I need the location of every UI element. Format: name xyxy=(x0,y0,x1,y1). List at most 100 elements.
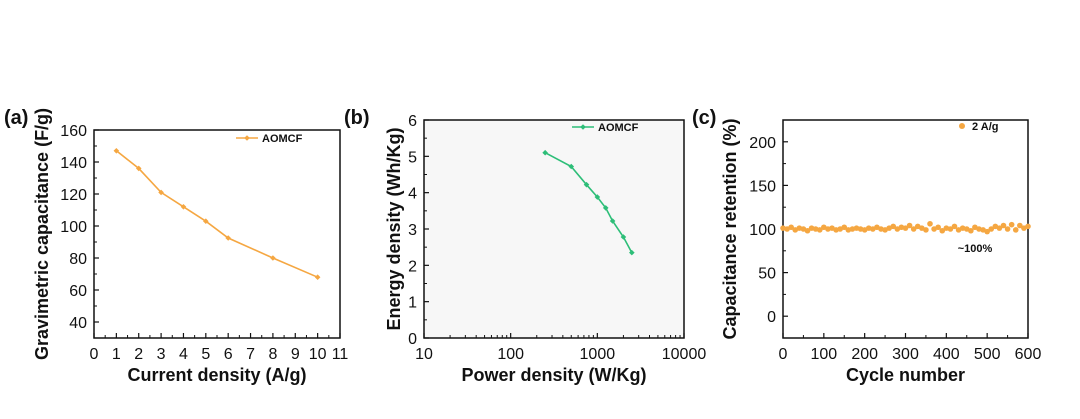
x-tick-label: 600 xyxy=(1015,346,1042,363)
plot-frame xyxy=(423,119,685,339)
data-point xyxy=(620,234,627,240)
data-point xyxy=(1017,222,1023,229)
x-tick-label: 7 xyxy=(246,346,255,363)
y-tick-label: 100 xyxy=(749,222,776,239)
data-point xyxy=(203,218,209,224)
data-point xyxy=(996,225,1003,231)
data-point xyxy=(902,225,909,231)
x-axis-title: Current density (A/g) xyxy=(127,365,306,385)
panel-label: (c) xyxy=(692,107,716,129)
x-tick-label: 300 xyxy=(892,346,919,363)
panel-label: (b) xyxy=(344,107,370,129)
data-point xyxy=(816,227,823,233)
data-point xyxy=(927,220,933,227)
x-tick-label: 100 xyxy=(497,346,524,363)
x-tick-label: 200 xyxy=(851,346,878,363)
x-tick-label: 5 xyxy=(201,346,210,363)
y-tick-label: 50 xyxy=(758,266,776,283)
data-point xyxy=(951,223,958,230)
data-point xyxy=(906,222,913,229)
data-point xyxy=(988,226,995,232)
y-tick-label: 2 xyxy=(408,258,417,275)
legend-marker xyxy=(959,123,965,129)
x-axis-title: Cycle number xyxy=(846,365,965,385)
y-axis-title: Gravimetric capacitance (F/g) xyxy=(32,108,52,360)
y-tick-label: 60 xyxy=(69,283,87,300)
x-tick-label: 3 xyxy=(157,346,166,363)
y-tick-label: 6 xyxy=(408,113,417,130)
legend: 2 A/g xyxy=(959,121,999,133)
y-axis-title: Energy density (Wh/Kg) xyxy=(384,127,404,330)
data-point xyxy=(270,255,276,261)
legend: AOMCF xyxy=(236,133,303,145)
x-tick-label: 1 xyxy=(112,346,121,363)
y-tick-label: 200 xyxy=(749,135,776,152)
plot-area xyxy=(424,120,684,338)
x-tick-label: 1000 xyxy=(580,346,616,363)
x-tick-label: 9 xyxy=(291,346,300,363)
x-tick-label: 11 xyxy=(332,346,349,363)
y-tick-label: 160 xyxy=(60,123,87,140)
panel-label: (a) xyxy=(4,107,28,129)
legend-marker xyxy=(580,124,586,130)
data-point xyxy=(594,194,601,200)
x-tick-label: 0 xyxy=(779,346,788,363)
data-point xyxy=(568,163,575,170)
x-tick-label: 400 xyxy=(933,346,960,363)
x-tick-label: 10 xyxy=(415,346,433,363)
data-point xyxy=(225,235,231,241)
data-point xyxy=(841,224,848,231)
y-tick-label: 4 xyxy=(408,186,417,203)
data-point xyxy=(923,227,929,233)
y-tick-label: 5 xyxy=(408,149,417,166)
data-point xyxy=(180,204,187,210)
data-point xyxy=(1004,226,1011,232)
y-axis-title: Capacitance retention (%) xyxy=(720,118,740,339)
y-tick-label: 3 xyxy=(408,222,417,239)
data-point xyxy=(939,227,946,234)
legend-marker xyxy=(244,135,250,141)
data-point xyxy=(935,224,941,231)
x-tick-label: 2 xyxy=(134,346,143,363)
data-point xyxy=(1000,222,1007,229)
data-point xyxy=(968,227,974,234)
x-tick-label: 500 xyxy=(974,346,1001,363)
data-point xyxy=(113,148,120,154)
y-tick-label: 80 xyxy=(69,251,87,268)
data-point xyxy=(984,228,990,235)
x-tick-label: 0 xyxy=(90,346,99,363)
data-point xyxy=(947,226,954,232)
annotation: ~100% xyxy=(958,243,993,255)
data-point xyxy=(135,165,142,172)
y-tick-label: 120 xyxy=(60,187,87,204)
x-tick-label: 8 xyxy=(268,346,277,363)
x-tick-label: 10000 xyxy=(662,346,707,363)
plot-frame xyxy=(93,129,341,339)
chart-panel-3: (c) 0 100 200 300 400 500 600 0 50 100 150 200 Cycle … xyxy=(692,107,1041,385)
series-line xyxy=(115,150,318,278)
data-point xyxy=(1008,221,1015,228)
data-point xyxy=(804,227,811,234)
chart-panel-2: (b) 10 100 1000 10000 0 1 2 3 4 5 6 Power density (W… xyxy=(344,107,706,385)
x-tick-label: 4 xyxy=(179,346,188,363)
data-point xyxy=(629,249,635,256)
data-point xyxy=(788,224,794,231)
y-tick-label: 150 xyxy=(749,178,776,195)
data-point xyxy=(542,149,548,156)
y-tick-label: 1 xyxy=(408,295,417,312)
legend: AOMCF xyxy=(572,122,639,134)
data-point xyxy=(910,226,917,232)
y-tick-label: 40 xyxy=(69,315,87,332)
x-tick-label: 10 xyxy=(309,346,327,363)
data-point xyxy=(1012,227,1019,233)
x-axis-title: Power density (W/Kg) xyxy=(461,365,646,385)
data-point xyxy=(1025,223,1031,230)
legend-label: 2 A/g xyxy=(972,121,999,133)
data-point xyxy=(890,223,897,230)
legend-label: AOMCF xyxy=(598,122,639,134)
data-point xyxy=(609,218,616,224)
x-tick-label: 6 xyxy=(224,346,233,363)
data-point xyxy=(583,181,590,188)
legend-label: AOMCF xyxy=(262,133,303,145)
